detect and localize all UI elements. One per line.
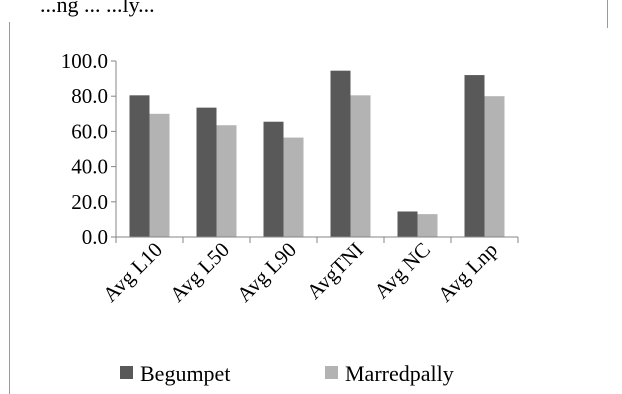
bar-marredpally-avg-lnp: [484, 96, 505, 237]
bar-begumpet-avg-nc: [397, 211, 418, 237]
y-tick-label: 60.0: [71, 119, 108, 143]
y-tick-label: 20.0: [71, 190, 108, 214]
legend-label-begumpet: Begumpet: [140, 361, 230, 386]
bars: [129, 70, 505, 238]
bar-marredpally-avg-l50: [216, 125, 237, 237]
legend-swatch-marredpally: [325, 366, 338, 379]
legend-label-marredpally: Marredpally: [345, 361, 454, 386]
y-axis: 0.0 20.0 40.0 60.0 80.0 100.0: [61, 49, 117, 249]
bar-begumpet-avg-l10: [129, 95, 150, 237]
x-tick-label: Avg NC: [369, 238, 435, 304]
chart-title: ...ng ... ...ly...: [40, 0, 155, 17]
x-tick-label: AvgTNI: [302, 238, 368, 304]
bar-marredpally-avgtni: [350, 95, 371, 237]
legend: Begumpet Marredpally: [120, 361, 454, 386]
x-tick-label: Avg L90: [232, 238, 301, 307]
bar-marredpally-avg-l90: [283, 137, 304, 237]
legend-swatch-begumpet: [120, 366, 133, 379]
x-tick-label: Avg Lnp: [433, 238, 502, 307]
y-tick-label: 40.0: [71, 155, 108, 179]
bar-begumpet-avg-l50: [196, 107, 217, 237]
y-tick-label: 100.0: [61, 49, 108, 73]
x-tick-label: Avg L50: [165, 238, 234, 307]
bar-begumpet-avg-l90: [263, 121, 284, 237]
y-tick-label: 80.0: [71, 84, 108, 108]
x-tick-label: Avg L10: [98, 238, 167, 307]
bar-begumpet-avgtni: [330, 70, 351, 238]
bar-marredpally-avg-l10: [149, 113, 170, 237]
bar-marredpally-avg-nc: [417, 214, 438, 237]
bar-begumpet-avg-lnp: [464, 75, 485, 237]
y-tick-label: 0.0: [82, 225, 108, 249]
